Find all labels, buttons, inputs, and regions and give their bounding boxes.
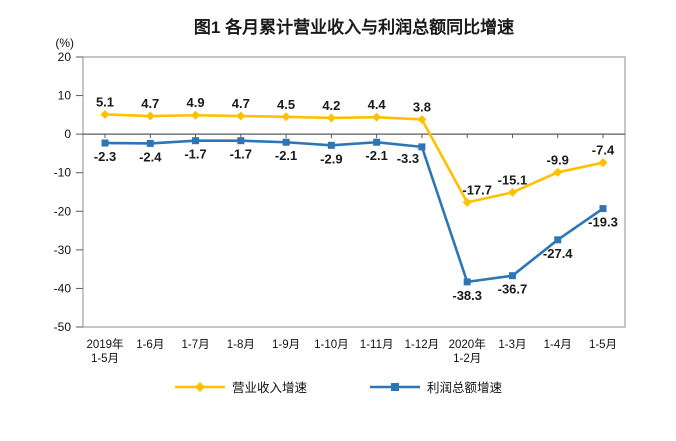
profit-data-label: -2.9 — [320, 151, 342, 166]
profit-marker — [599, 205, 607, 213]
profit-marker — [282, 138, 290, 146]
y-axis-tick-label: 0 — [64, 127, 71, 141]
y-axis-tick-label: -50 — [54, 320, 72, 334]
legend-label-profit: 利润总额增速 — [427, 381, 503, 395]
profit-marker — [508, 272, 516, 280]
revenue-data-label: 4.7 — [232, 96, 250, 111]
revenue-marker — [553, 167, 563, 177]
x-axis-label: 1-10月 — [314, 339, 349, 351]
profit-data-label: -27.4 — [543, 246, 573, 261]
x-axis-label: 1-5月 — [589, 339, 617, 351]
revenue-marker — [598, 158, 608, 168]
profit-marker — [373, 138, 381, 146]
x-axis-label: 1-12月 — [405, 339, 440, 351]
x-axis-label: 1-4月 — [544, 339, 572, 351]
revenue-data-label: -7.4 — [592, 143, 615, 158]
revenue-marker — [236, 111, 246, 121]
x-axis-label: 2020年 — [449, 337, 486, 351]
revenue-marker — [145, 111, 155, 121]
profit-marker — [554, 236, 562, 244]
profit-data-label: -38.3 — [452, 288, 482, 303]
y-axis-tick-label: -20 — [54, 204, 72, 218]
y-axis-tick-label: 10 — [58, 89, 72, 103]
profit-marker — [418, 143, 426, 151]
revenue-data-label: -15.1 — [498, 172, 528, 187]
revenue-marker — [100, 109, 110, 119]
x-axis-label: 1-8月 — [227, 339, 255, 351]
x-axis-label: 1-2月 — [453, 353, 481, 365]
revenue-data-label: 4.7 — [141, 96, 159, 111]
revenue-data-label: 4.5 — [277, 97, 295, 112]
x-axis-label: 2019年 — [86, 337, 123, 351]
x-axis-label: 1-3月 — [498, 339, 526, 351]
profit-data-label: -3.3 — [397, 151, 419, 166]
x-axis-label: 1-7月 — [181, 339, 209, 351]
revenue-marker — [326, 113, 336, 123]
revenue-line-swatch-icon — [174, 381, 225, 392]
profit-data-label: -1.7 — [230, 147, 252, 162]
x-axis-label: 1-6月 — [136, 339, 164, 351]
revenue-data-label: 5.1 — [96, 94, 114, 109]
revenue-marker — [507, 187, 517, 197]
profit-data-label: -2.1 — [365, 148, 387, 163]
profit-marker — [192, 137, 200, 145]
revenue-data-label: -9.9 — [547, 152, 569, 167]
profit-marker — [237, 137, 245, 145]
y-axis-tick-label: -40 — [54, 281, 72, 295]
profit-line-swatch-icon — [370, 382, 420, 391]
x-axis-label: 1-5月 — [91, 353, 119, 365]
revenue-marker — [191, 110, 201, 120]
revenue-series-line — [103, 113, 605, 204]
profit-marker — [146, 139, 154, 147]
y-axis-unit-label: (%) — [55, 36, 74, 50]
profit-data-label: -2.4 — [139, 149, 162, 164]
profit-marker — [101, 139, 109, 147]
chart-title: 图1 各月累计营业收入与利润总额同比增速 — [193, 18, 515, 37]
profit-marker — [327, 141, 335, 149]
legend-item-revenue: 营业收入增速 — [174, 377, 307, 396]
profit-data-label: -2.3 — [94, 149, 116, 164]
profit-data-label: -19.3 — [588, 215, 618, 230]
profit-data-label: -2.1 — [275, 148, 297, 163]
revenue-marker — [372, 112, 382, 122]
profit-marker — [463, 278, 471, 286]
revenue-data-label: -17.7 — [462, 182, 492, 197]
revenue-data-label: 4.2 — [322, 98, 340, 113]
line-chart-plot-area: 20 10 0 -10 -20 -30 -40 -50 2019年 1-5月 1-6月 1-7月 1-8… — [54, 50, 626, 365]
revenue-marker — [462, 197, 472, 207]
profit-data-label: -36.7 — [498, 282, 528, 297]
y-axis-tick-label: 20 — [58, 50, 72, 64]
y-axis-tick-label: -30 — [54, 243, 72, 257]
plot-border — [82, 56, 626, 328]
revenue-data-label: 4.9 — [187, 95, 205, 110]
legend: 营业收入增速 利润总额增速 — [0, 377, 676, 396]
revenue-data-label: 3.8 — [413, 99, 431, 114]
x-axis-label: 1-9月 — [272, 339, 300, 351]
profit-series-line — [103, 139, 605, 284]
revenue-marker — [417, 114, 427, 124]
revenue-data-label: 4.4 — [368, 97, 387, 112]
legend-item-profit: 利润总额增速 — [369, 377, 502, 396]
x-axis-label: 1-11月 — [360, 339, 394, 351]
profit-data-label: -1.7 — [184, 147, 206, 162]
revenue-marker — [281, 112, 291, 122]
legend-label-revenue: 营业收入增速 — [231, 381, 307, 395]
y-axis-tick-label: -10 — [54, 166, 72, 180]
